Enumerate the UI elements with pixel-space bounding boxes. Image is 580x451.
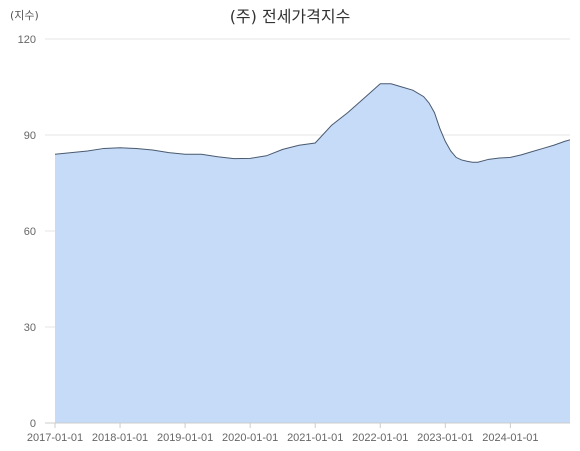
x-tick-labels: 2017-01-01 2018-01-01 2019-01-01 2020-01-01… <box>27 432 539 444</box>
y-tick-label: 120 <box>18 34 36 46</box>
y-tick-labels: 0 30 60 90 120 <box>18 34 36 430</box>
area-series <box>54 83 571 424</box>
x-tick-label: 2021-01-01 <box>287 432 343 444</box>
area-fill <box>55 83 570 424</box>
x-tick-label: 2019-01-01 <box>157 432 213 444</box>
x-tick-label: 2022-01-01 <box>352 432 408 444</box>
y-tick-label: 0 <box>30 418 36 430</box>
x-tick-label: 2024-01-01 <box>482 432 538 444</box>
x-tick-label: 2017-01-01 <box>27 432 83 444</box>
y-tick-label: 30 <box>24 322 36 334</box>
y-unit-label: (지수) <box>10 9 39 22</box>
axes <box>45 422 570 428</box>
chart-title: (주) 전세가격지수 <box>230 7 351 26</box>
y-tick-label: 90 <box>24 130 36 142</box>
y-tick-label: 60 <box>24 226 36 238</box>
x-tick-label: 2020-01-01 <box>222 432 278 444</box>
x-tick-label: 2018-01-01 <box>92 432 148 444</box>
x-tick-label: 2023-01-01 <box>417 432 473 444</box>
series-line <box>54 83 571 163</box>
